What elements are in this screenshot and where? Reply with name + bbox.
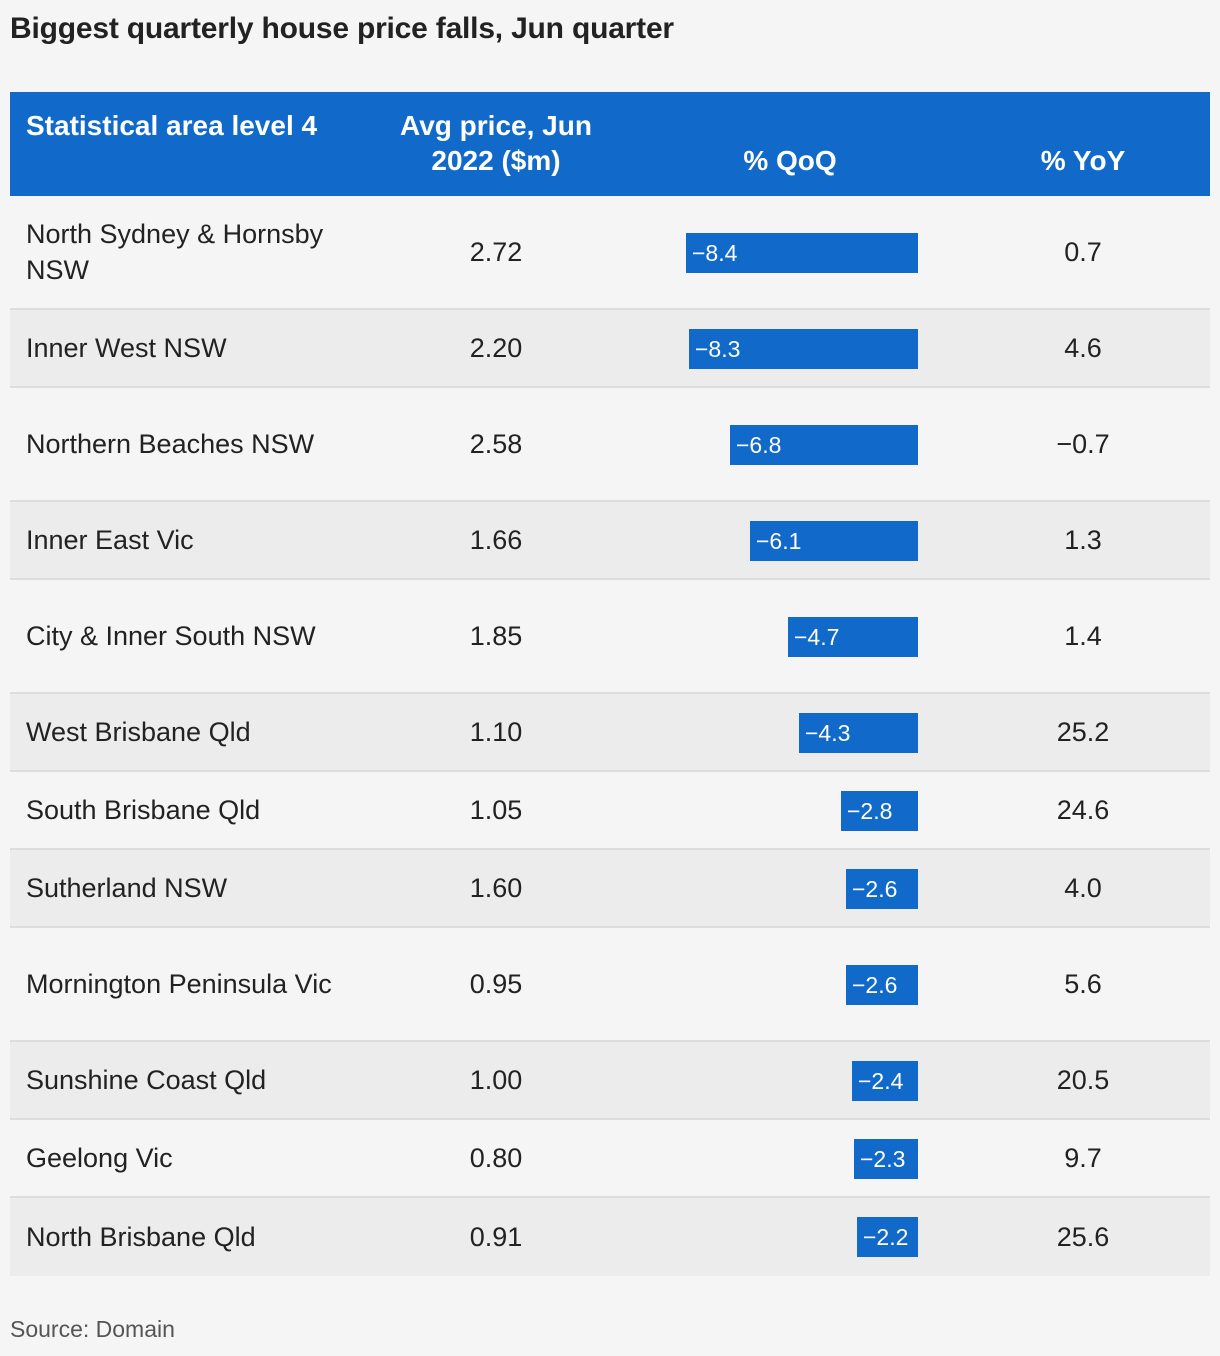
qoq-bar: [689, 329, 918, 369]
price-cell: 1.66: [469, 524, 523, 555]
qoq-label: −2.8: [847, 798, 893, 824]
table-row: Geelong Vic 0.80 −2.3 9.7: [10, 1120, 1210, 1198]
qoq-bar: [841, 791, 918, 831]
qoq-bar: [686, 233, 918, 273]
table-row: South Brisbane Qld 1.05 −2.8 24.6: [10, 772, 1210, 850]
qoq-label: −2.4: [858, 1068, 904, 1094]
qoq-label: −6.8: [736, 432, 782, 458]
area-cell: Sutherland NSW: [26, 873, 228, 903]
qoq-cell: −8.4: [650, 196, 950, 308]
yoy-cell: 1.3: [1064, 524, 1102, 555]
qoq-bar: [852, 1061, 918, 1101]
table-row: Inner East Vic 1.66 −6.1 1.3: [10, 502, 1210, 580]
price-cell: 0.80: [469, 1142, 523, 1173]
table-row: West Brisbane Qld 1.10 −4.3 25.2: [10, 694, 1210, 772]
qoq-cell: −4.3: [650, 694, 950, 770]
header-area: Statistical area level 4: [26, 110, 318, 141]
qoq-label: −4.3: [805, 720, 851, 746]
header-price: Avg price, Jun 2022 ($m): [400, 110, 592, 176]
qoq-bar: [788, 617, 918, 657]
qoq-cell: −8.3: [650, 310, 950, 386]
data-table: Statistical area level 4 Avg price, Jun …: [10, 92, 1210, 1276]
area-cell: Inner East Vic: [26, 525, 194, 555]
qoq-bar: [846, 869, 918, 909]
qoq-cell: −2.4: [650, 1042, 950, 1118]
price-cell: 2.58: [469, 428, 523, 459]
area-cell: Mornington Peninsula Vic: [26, 969, 332, 999]
yoy-cell: 25.6: [1056, 1221, 1110, 1252]
yoy-cell: 20.5: [1056, 1064, 1110, 1095]
yoy-cell: −0.7: [1056, 428, 1110, 459]
yoy-cell: 9.7: [1064, 1142, 1102, 1173]
yoy-cell: 25.2: [1056, 716, 1110, 747]
area-cell: Geelong Vic: [26, 1143, 173, 1173]
qoq-cell: −2.8: [650, 772, 950, 848]
table-row: North Sydney & Hornsby NSW 2.72 −8.4 0.7: [10, 196, 1210, 310]
qoq-cell: −2.2: [650, 1198, 950, 1276]
table-row: City & Inner South NSW 1.85 −4.7 1.4: [10, 580, 1210, 694]
area-cell: Sunshine Coast Qld: [26, 1065, 267, 1095]
yoy-cell: 5.6: [1064, 968, 1102, 999]
area-cell: City & Inner South NSW: [26, 621, 316, 651]
table-body: North Sydney & Hornsby NSW 2.72 −8.4 0.7 Inn…: [10, 196, 1210, 1276]
chart-title: Biggest quarterly house price falls, Jun…: [10, 12, 674, 45]
price-cell: 1.05: [469, 794, 523, 825]
qoq-cell: −2.6: [650, 850, 950, 926]
yoy-cell: 0.7: [1064, 236, 1102, 267]
yoy-cell: 24.6: [1056, 794, 1110, 825]
table-header: Statistical area level 4 Avg price, Jun …: [10, 92, 1210, 196]
qoq-bar: [854, 1139, 918, 1179]
qoq-cell: −4.7: [650, 580, 950, 692]
price-cell: 1.60: [469, 872, 523, 903]
area-cell: Inner West NSW: [26, 333, 227, 363]
price-cell: 2.20: [469, 332, 523, 363]
price-cell: 0.95: [469, 968, 523, 999]
qoq-label: −8.4: [692, 240, 738, 266]
table-row: Sunshine Coast Qld 1.00 −2.4 20.5: [10, 1042, 1210, 1120]
qoq-bar: [846, 965, 918, 1005]
area-cell: Northern Beaches NSW: [26, 429, 315, 459]
area-cell: West Brisbane Qld: [26, 717, 251, 747]
qoq-label: −2.6: [852, 972, 898, 998]
header-qoq: % QoQ: [743, 145, 837, 176]
area-cell: North Sydney & Hornsby NSW: [26, 219, 324, 285]
area-cell: South Brisbane Qld: [26, 795, 261, 825]
price-cell: 1.85: [469, 620, 523, 651]
qoq-label: −2.2: [863, 1224, 909, 1250]
price-cell: 2.72: [469, 236, 523, 267]
yoy-cell: 4.0: [1064, 872, 1102, 903]
qoq-label: −2.6: [852, 876, 898, 902]
price-cell: 1.10: [469, 716, 523, 747]
table-row: North Brisbane Qld 0.91 −2.2 25.6: [10, 1198, 1210, 1276]
yoy-cell: 1.4: [1064, 620, 1102, 651]
source-note: Source: Domain: [10, 1316, 175, 1342]
table-row: Inner West NSW 2.20 −8.3 4.6: [10, 310, 1210, 388]
qoq-cell: −6.8: [650, 388, 950, 500]
price-cell: 0.91: [469, 1221, 523, 1252]
qoq-bar: [730, 425, 918, 465]
qoq-label: −8.3: [695, 336, 741, 362]
qoq-bar: [750, 521, 918, 561]
qoq-label: −2.3: [860, 1146, 906, 1172]
qoq-label: −4.7: [794, 624, 840, 650]
price-cell: 1.00: [469, 1064, 523, 1095]
qoq-cell: −6.1: [650, 502, 950, 578]
table-row: Sutherland NSW 1.60 −2.6 4.0: [10, 850, 1210, 928]
header-yoy: % YoY: [1040, 145, 1126, 176]
table-row: Northern Beaches NSW 2.58 −6.8 −0.7: [10, 388, 1210, 502]
qoq-label: −6.1: [756, 528, 802, 554]
qoq-cell: −2.3: [650, 1120, 950, 1196]
qoq-bar: [857, 1217, 918, 1257]
area-cell: North Brisbane Qld: [26, 1222, 256, 1252]
yoy-cell: 4.6: [1064, 332, 1102, 363]
qoq-cell: −2.6: [650, 928, 950, 1040]
table-row: Mornington Peninsula Vic 0.95 −2.6 5.6: [10, 928, 1210, 1042]
qoq-bar: [799, 713, 918, 753]
